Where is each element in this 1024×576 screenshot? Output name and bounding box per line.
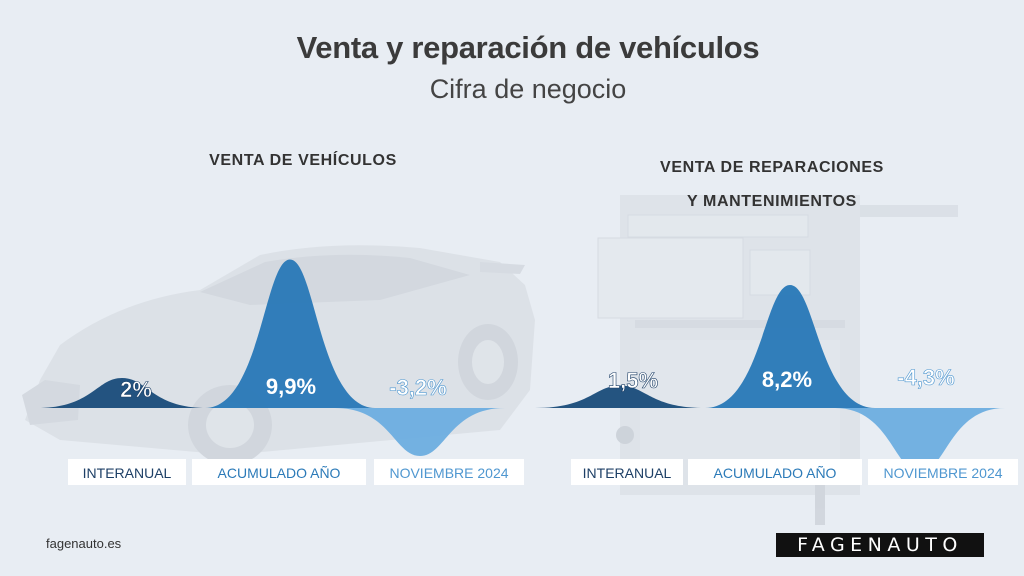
chart2-category-box-1 [571, 459, 683, 485]
repairs-title-line1: VENTA DE REPARACIONES [660, 159, 884, 176]
chart1-category-label-3: NOVIEMBRE 2024 [389, 465, 508, 481]
brand-logo: FAGENAUTO [776, 533, 984, 557]
vehicle-sales-title: VENTA DE VEHÍCULOS [209, 152, 397, 169]
chart2-value-label-1: 1,5% [608, 368, 658, 393]
chart1-peak-1 [37, 378, 207, 408]
chart1-category-box-1 [68, 459, 186, 485]
chart1-category-box-2 [192, 459, 366, 485]
page-subtitle: Cifra de negocio [429, 74, 627, 104]
chart1-category-label-1: INTERANUAL [83, 465, 172, 481]
chart2-peak-1 [535, 385, 705, 408]
footer-website: fagenauto.es [46, 536, 122, 551]
chart2-category-label-3: NOVIEMBRE 2024 [883, 465, 1002, 481]
chart2-category-label-1: INTERANUAL [583, 465, 672, 481]
chart1-value-label-3: -3,2% [389, 375, 446, 400]
chart1-value-label-2: 9,9% [266, 374, 316, 399]
chart1-category-label-2: ACUMULADO AÑO [218, 465, 341, 481]
page-title: Venta y reparación de vehículos [296, 30, 760, 65]
chart2-category-box-3 [868, 459, 1018, 485]
chart1-peak-3 [335, 408, 505, 456]
tool-cabinet-illustration [597, 195, 958, 525]
chart2-category-label-2: ACUMULADO AÑO [714, 465, 837, 481]
chart1-value-label-1: 2% [120, 377, 152, 402]
chart1-category-box-3 [374, 459, 524, 485]
repairs-title-line2: Y MANTENIMIENTOS [687, 193, 857, 210]
chart2-value-label-2: 8,2% [762, 367, 812, 392]
chart2-value-label-3: -4,3% [897, 365, 954, 390]
chart2-peak-3 [835, 408, 1005, 473]
chart1-peak-2 [205, 259, 375, 408]
chart2-category-box-2 [688, 459, 862, 485]
chart2-peak-2 [705, 285, 875, 408]
